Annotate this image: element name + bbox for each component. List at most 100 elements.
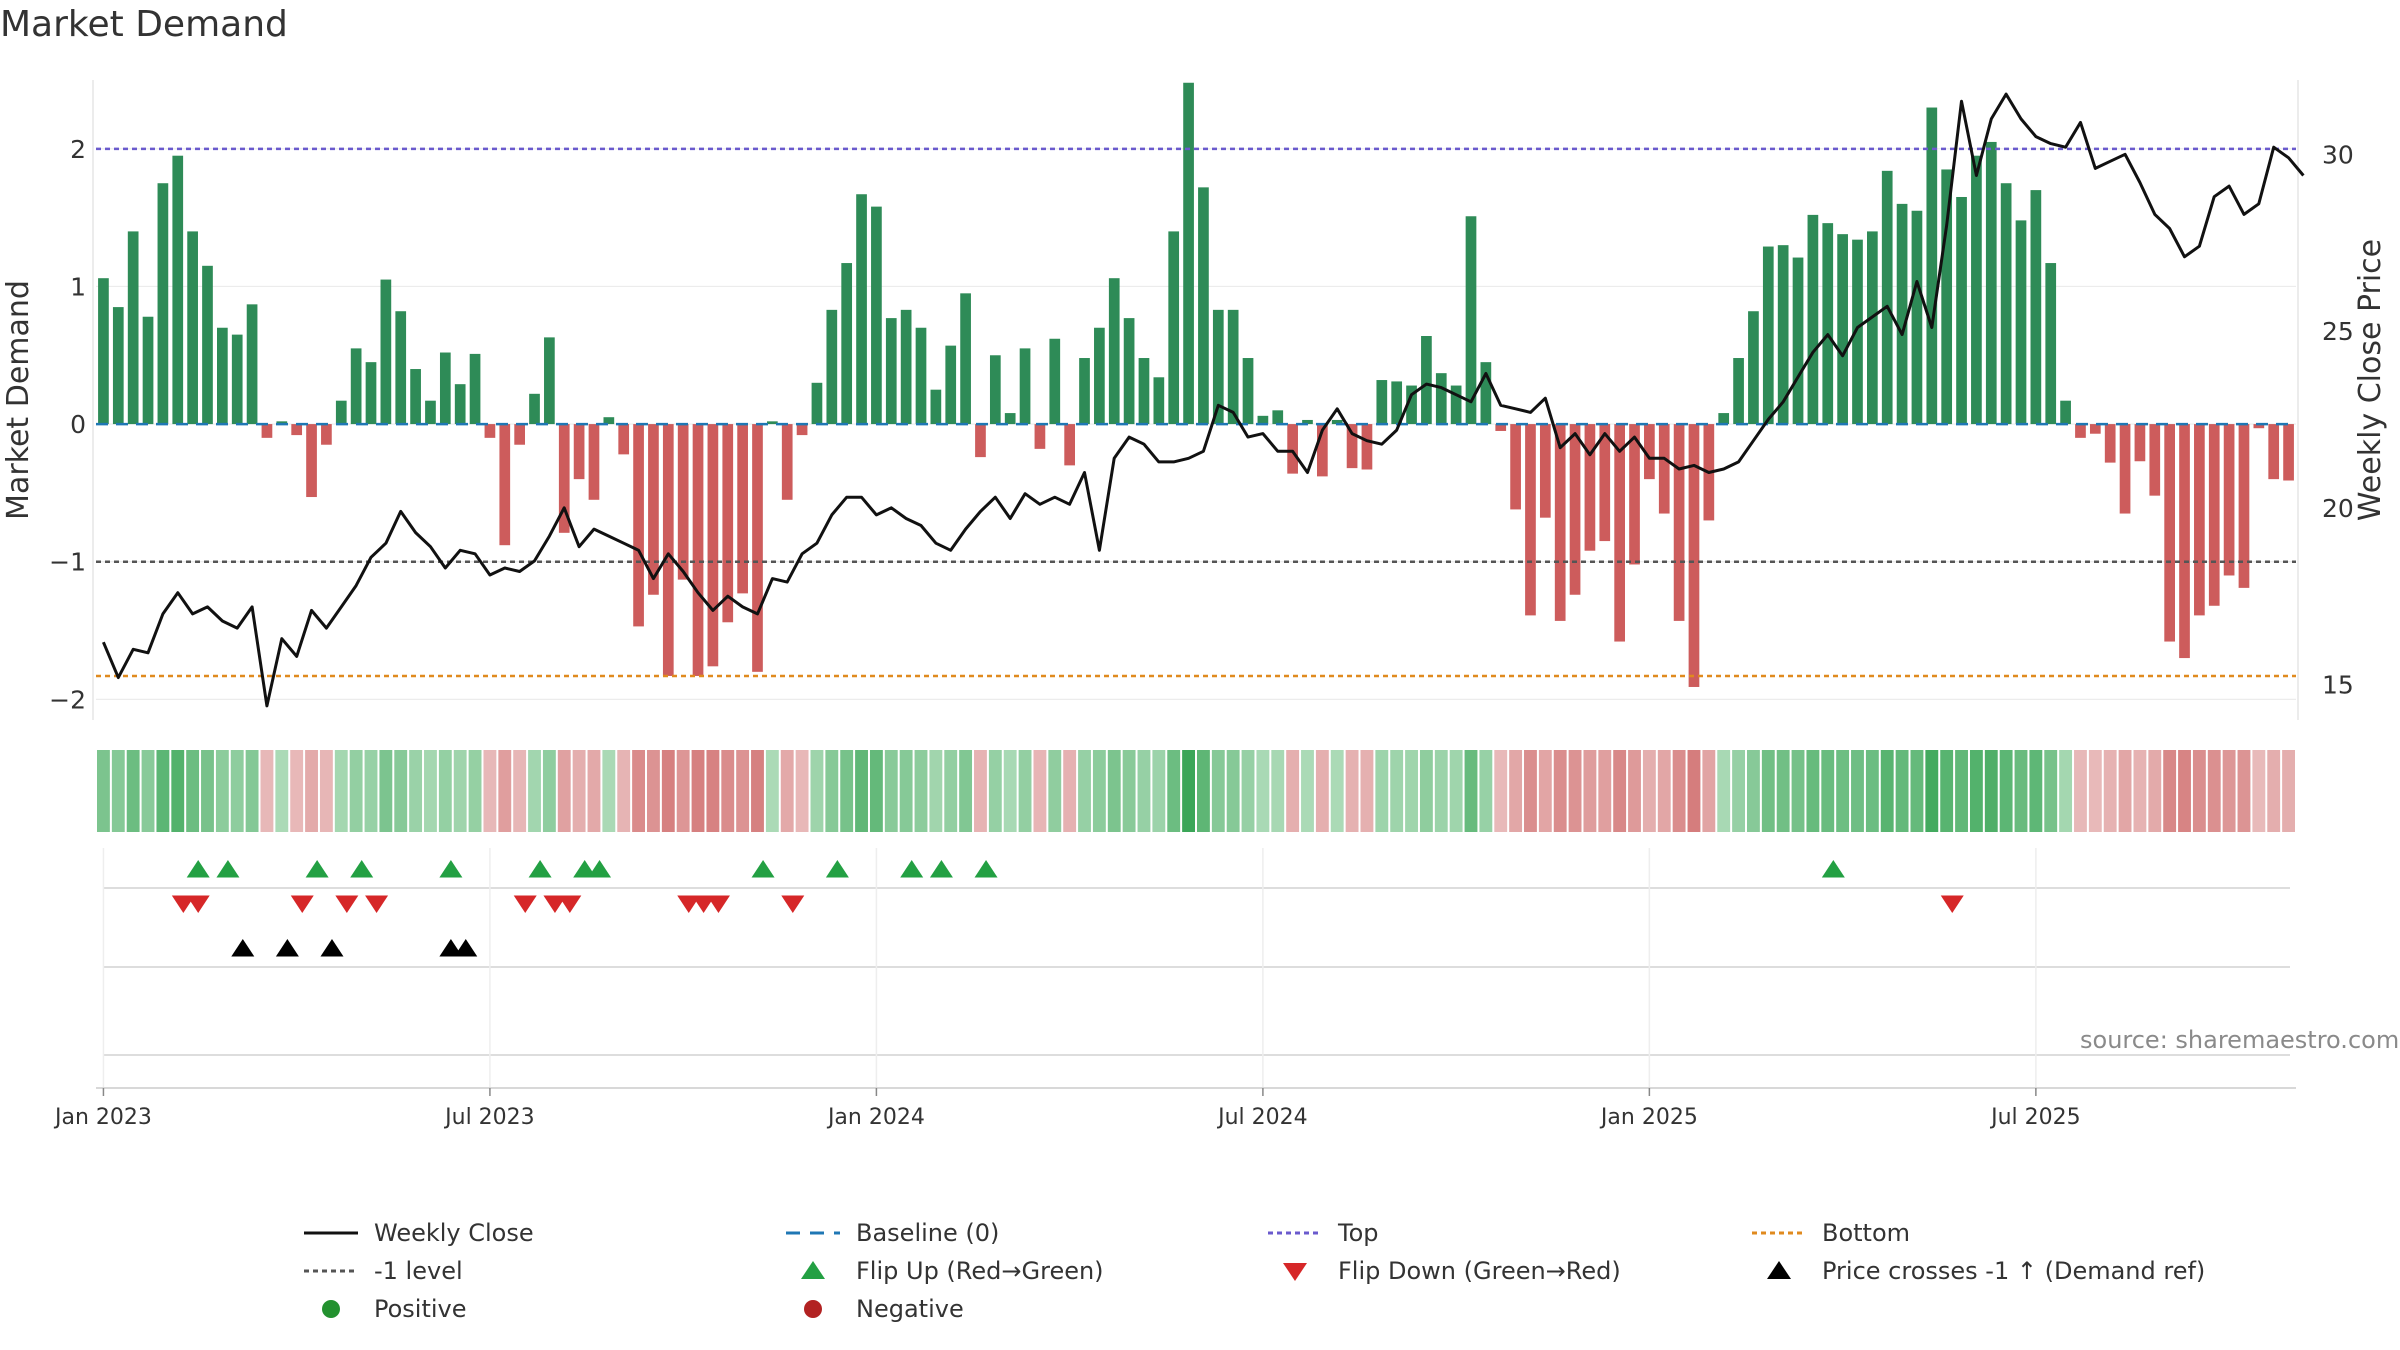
demand-bar [1331,419,1343,425]
demand-bar [677,424,689,580]
heat-cell [156,750,170,832]
heat-cell [706,750,720,832]
flip-down-marker [558,895,582,913]
heat-cell [1063,750,1077,832]
heat-cell [1925,750,1939,832]
heat-cell [1434,750,1448,832]
demand-bar [1079,358,1090,425]
legend-item: -1 level [300,1253,463,1289]
price-cross-marker [231,939,255,957]
demand-bar [1718,413,1730,425]
demand-bar [1049,338,1061,425]
x-tick-label: Jul 2023 [443,1105,535,1130]
legend-label: Weekly Close [374,1219,534,1247]
heat-cell [2103,750,2117,832]
heat-cell [1984,750,1998,832]
heat-cell [884,750,898,832]
heat-cell [111,750,125,832]
demand-bar [1495,424,1507,431]
heat-cell [2267,750,2281,832]
demand-bar [1792,257,1804,425]
heat-cell [855,750,868,832]
y-tick-label: −1 [49,548,86,577]
heat-cell [1895,750,1909,832]
demand-bar [662,424,674,676]
demand-bar [2075,424,2086,438]
demand-bar [469,353,481,425]
flip-down-marker [290,895,314,913]
dashed-line-blue-icon [786,1231,840,1235]
demand-bar [1108,278,1120,425]
demand-bar [2194,424,2205,616]
demand-bar [1539,424,1551,518]
demand-bar [767,421,778,425]
heat-cell [1598,750,1612,832]
heat-cell [751,750,764,832]
y2-axis-title: Weekly Close Price [2353,239,2388,521]
heat-cell [632,750,645,832]
heat-cell [1226,750,1240,832]
demand-bar [648,424,659,595]
price-cross-marker [320,939,344,957]
legend-item: Positive [300,1291,467,1327]
legend-item: Negative [782,1291,964,1327]
heat-cell [557,750,571,832]
heat-cell [542,750,556,832]
demand-bar [1822,223,1834,425]
demand-bar [98,278,109,425]
demand-bar [900,309,912,425]
demand-bar [1450,385,1462,425]
demand-bar [588,424,600,500]
x-tick-label: Jul 2025 [1989,1105,2081,1130]
heat-cell [2237,750,2251,832]
heat-cell [721,750,735,832]
demand-bar [1153,377,1165,425]
flip-up-marker [528,860,552,878]
flip-down-marker [692,895,716,913]
x-tick-label: Jul 2024 [1216,1105,1308,1130]
demand-bar [1435,373,1447,425]
legend-item: Bottom [1748,1215,1910,1251]
flip-up-marker [350,860,374,878]
demand-bar [529,393,540,425]
demand-bar [187,231,198,425]
heat-cell [1717,750,1731,832]
legend-label: Bottom [1822,1219,1911,1247]
demand-bar [1019,348,1031,425]
demand-bar [454,384,466,425]
heat-cell [245,750,259,832]
demand-bar [395,311,407,425]
demand-bar [1480,362,1492,425]
heat-cell [1241,750,1255,832]
heat-cell [1449,750,1463,832]
heat-cell [944,750,958,832]
heat-cell [1211,750,1225,832]
heat-cell [1538,750,1552,832]
heat-cell [453,750,467,832]
legend-label: Positive [374,1295,467,1323]
y-tick-label: 2 [70,135,86,164]
y-axis-title: Market Demand [1,280,36,520]
chart-title: Market Demand [0,4,288,45]
demand-bar [796,424,808,436]
heat-cell [647,750,660,832]
flip-down-marker [543,895,567,913]
demand-bar [618,424,630,455]
demand-bar [261,424,273,438]
demand-bar [2134,424,2146,462]
demand-bar [737,424,748,594]
demand-bar [2253,424,2265,429]
demand-bar [1198,187,1209,425]
heat-cell [1137,750,1151,832]
heat-cell [959,750,973,832]
heat-cell [97,750,110,832]
heat-cell [319,750,333,832]
y2-tick-label: 25 [2322,317,2354,346]
demand-bar [2268,424,2280,480]
dotted-line-orange-icon [1752,1231,1806,1235]
demand-bar [439,352,451,425]
heat-cell [1657,750,1671,832]
heat-cell [290,750,304,832]
heat-cell [1642,750,1656,832]
heat-cell [1553,750,1567,832]
